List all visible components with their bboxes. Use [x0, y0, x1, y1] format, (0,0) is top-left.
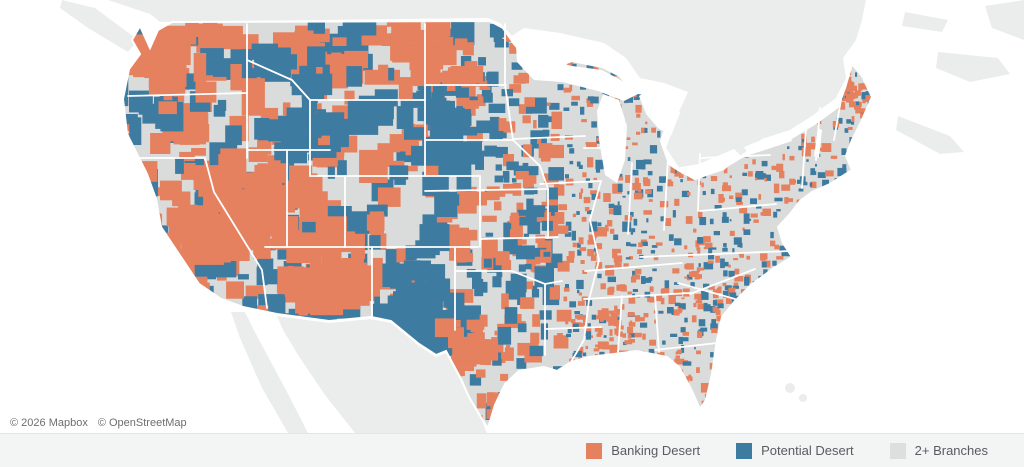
banking-desert-swatch [586, 442, 603, 459]
two-plus-branches-swatch [889, 442, 906, 459]
maritime-island-2 [936, 52, 1010, 82]
map-canvas[interactable]: © 2026 Mapbox © OpenStreetMap [0, 0, 1024, 433]
maritime-island-1 [902, 12, 948, 32]
us-choropleth-map[interactable] [0, 0, 1024, 433]
two-plus-branches-label: 2+ Branches [914, 442, 988, 458]
lake-superior [516, 46, 640, 101]
non-us-landmass [60, 0, 1024, 433]
lake-michigan [597, 94, 627, 183]
state-borders [127, 23, 844, 363]
newfoundland [985, 0, 1024, 40]
potential-desert-swatch [736, 442, 753, 459]
nova-scotia [896, 116, 964, 154]
legend-bar: Banking Desert Potential Desert 2+ Branc… [0, 433, 1024, 467]
banking-desert-label: Banking Desert [611, 442, 701, 458]
baja-peninsula [231, 312, 308, 433]
potential-desert-label: Potential Desert [761, 442, 854, 458]
bahamas-island-1 [785, 383, 795, 393]
osm-attribution-link[interactable]: © OpenStreetMap [97, 417, 187, 429]
canada-landmass [108, 0, 866, 181]
legend-item-two-plus-branches[interactable]: 2+ Branches [889, 442, 988, 459]
legend-item-banking-desert[interactable]: Banking Desert [586, 442, 701, 459]
lake-ontario [744, 132, 792, 155]
us-national-border [121, 19, 874, 431]
vancouver-island [60, 0, 138, 52]
lake-huron [639, 87, 680, 136]
legend-item-potential-desert[interactable]: Potential Desert [736, 442, 854, 459]
bahamas-island-2 [799, 394, 807, 402]
map-attribution: © 2026 Mapbox © OpenStreetMap [6, 415, 191, 431]
mexico-mainland [277, 316, 487, 433]
mapbox-attribution-link[interactable]: © 2026 Mapbox [10, 417, 88, 429]
